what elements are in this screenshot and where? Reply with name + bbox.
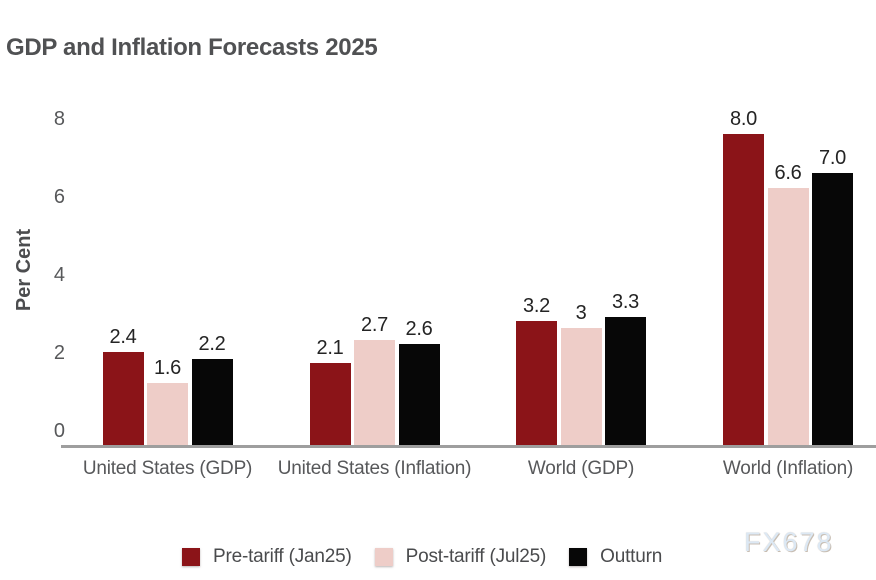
bar-value-label: 1.6	[154, 356, 181, 379]
bar-value-label: 2.2	[198, 333, 226, 356]
bar-value-label: 8.0	[730, 107, 757, 130]
bar-value-label: 2.1	[316, 337, 344, 360]
bar-4-1	[723, 133, 764, 445]
bar-4-3	[812, 172, 853, 445]
legend-label: Post-tariff (Jul25)	[405, 546, 547, 567]
y-tick-label-8: 8	[53, 108, 65, 131]
bar-2-2	[354, 339, 395, 445]
bar-1-2	[147, 382, 188, 445]
y-tick-label-4: 4	[53, 263, 65, 286]
x-category-label-3: World (GDP)	[527, 458, 635, 479]
watermark-fx678: FX678	[744, 527, 834, 557]
bar-3-3	[605, 316, 646, 445]
chart-title: GDP and Inflation Forecasts 2025	[6, 34, 378, 61]
bar-value-label: 2.6	[405, 317, 433, 340]
bar-value-label: 3.3	[612, 290, 639, 313]
legend-label: Outturn	[600, 546, 663, 567]
y-tick-label-2: 2	[53, 341, 65, 364]
bar-3-1	[516, 320, 557, 445]
x-category-label-4: World (Inflation)	[722, 458, 854, 479]
y-tick-label-0: 0	[53, 419, 65, 442]
legend-swatch-icon	[569, 548, 588, 566]
bar-value-label: 3.2	[523, 294, 550, 317]
bar-2-1	[309, 363, 351, 445]
legend-swatch-icon	[374, 548, 393, 566]
legend-item-1: Pre-tariff (Jan25)	[182, 546, 352, 568]
legend-label: Pre-tariff (Jan25)	[213, 546, 352, 567]
y-tick-label-6: 6	[53, 186, 65, 209]
bar-1-1	[102, 351, 144, 445]
bar-value-label: 3	[575, 302, 587, 325]
bar-3-2	[560, 328, 602, 445]
bar-value-label: 2.7	[361, 313, 388, 336]
legend: Pre-tariff (Jan25) Post-tariff (Jul25) Out…	[182, 546, 662, 568]
legend-swatch-icon	[182, 548, 200, 566]
legend-item-3: Outturn	[569, 546, 662, 568]
x-category-label-2: United States (Inflation)	[277, 458, 472, 479]
bar-2-3	[398, 343, 440, 445]
bar-4-2	[767, 188, 809, 445]
bar-value-label: 7.0	[819, 146, 846, 169]
x-axis-line	[61, 445, 876, 448]
bar-1-3	[191, 359, 233, 445]
bar-value-label: 2.4	[109, 325, 137, 348]
legend-item-2: Post-tariff (Jul25)	[374, 546, 547, 568]
bar-value-label: 6.6	[774, 162, 802, 185]
x-category-label-1: United States (GDP)	[82, 458, 253, 479]
